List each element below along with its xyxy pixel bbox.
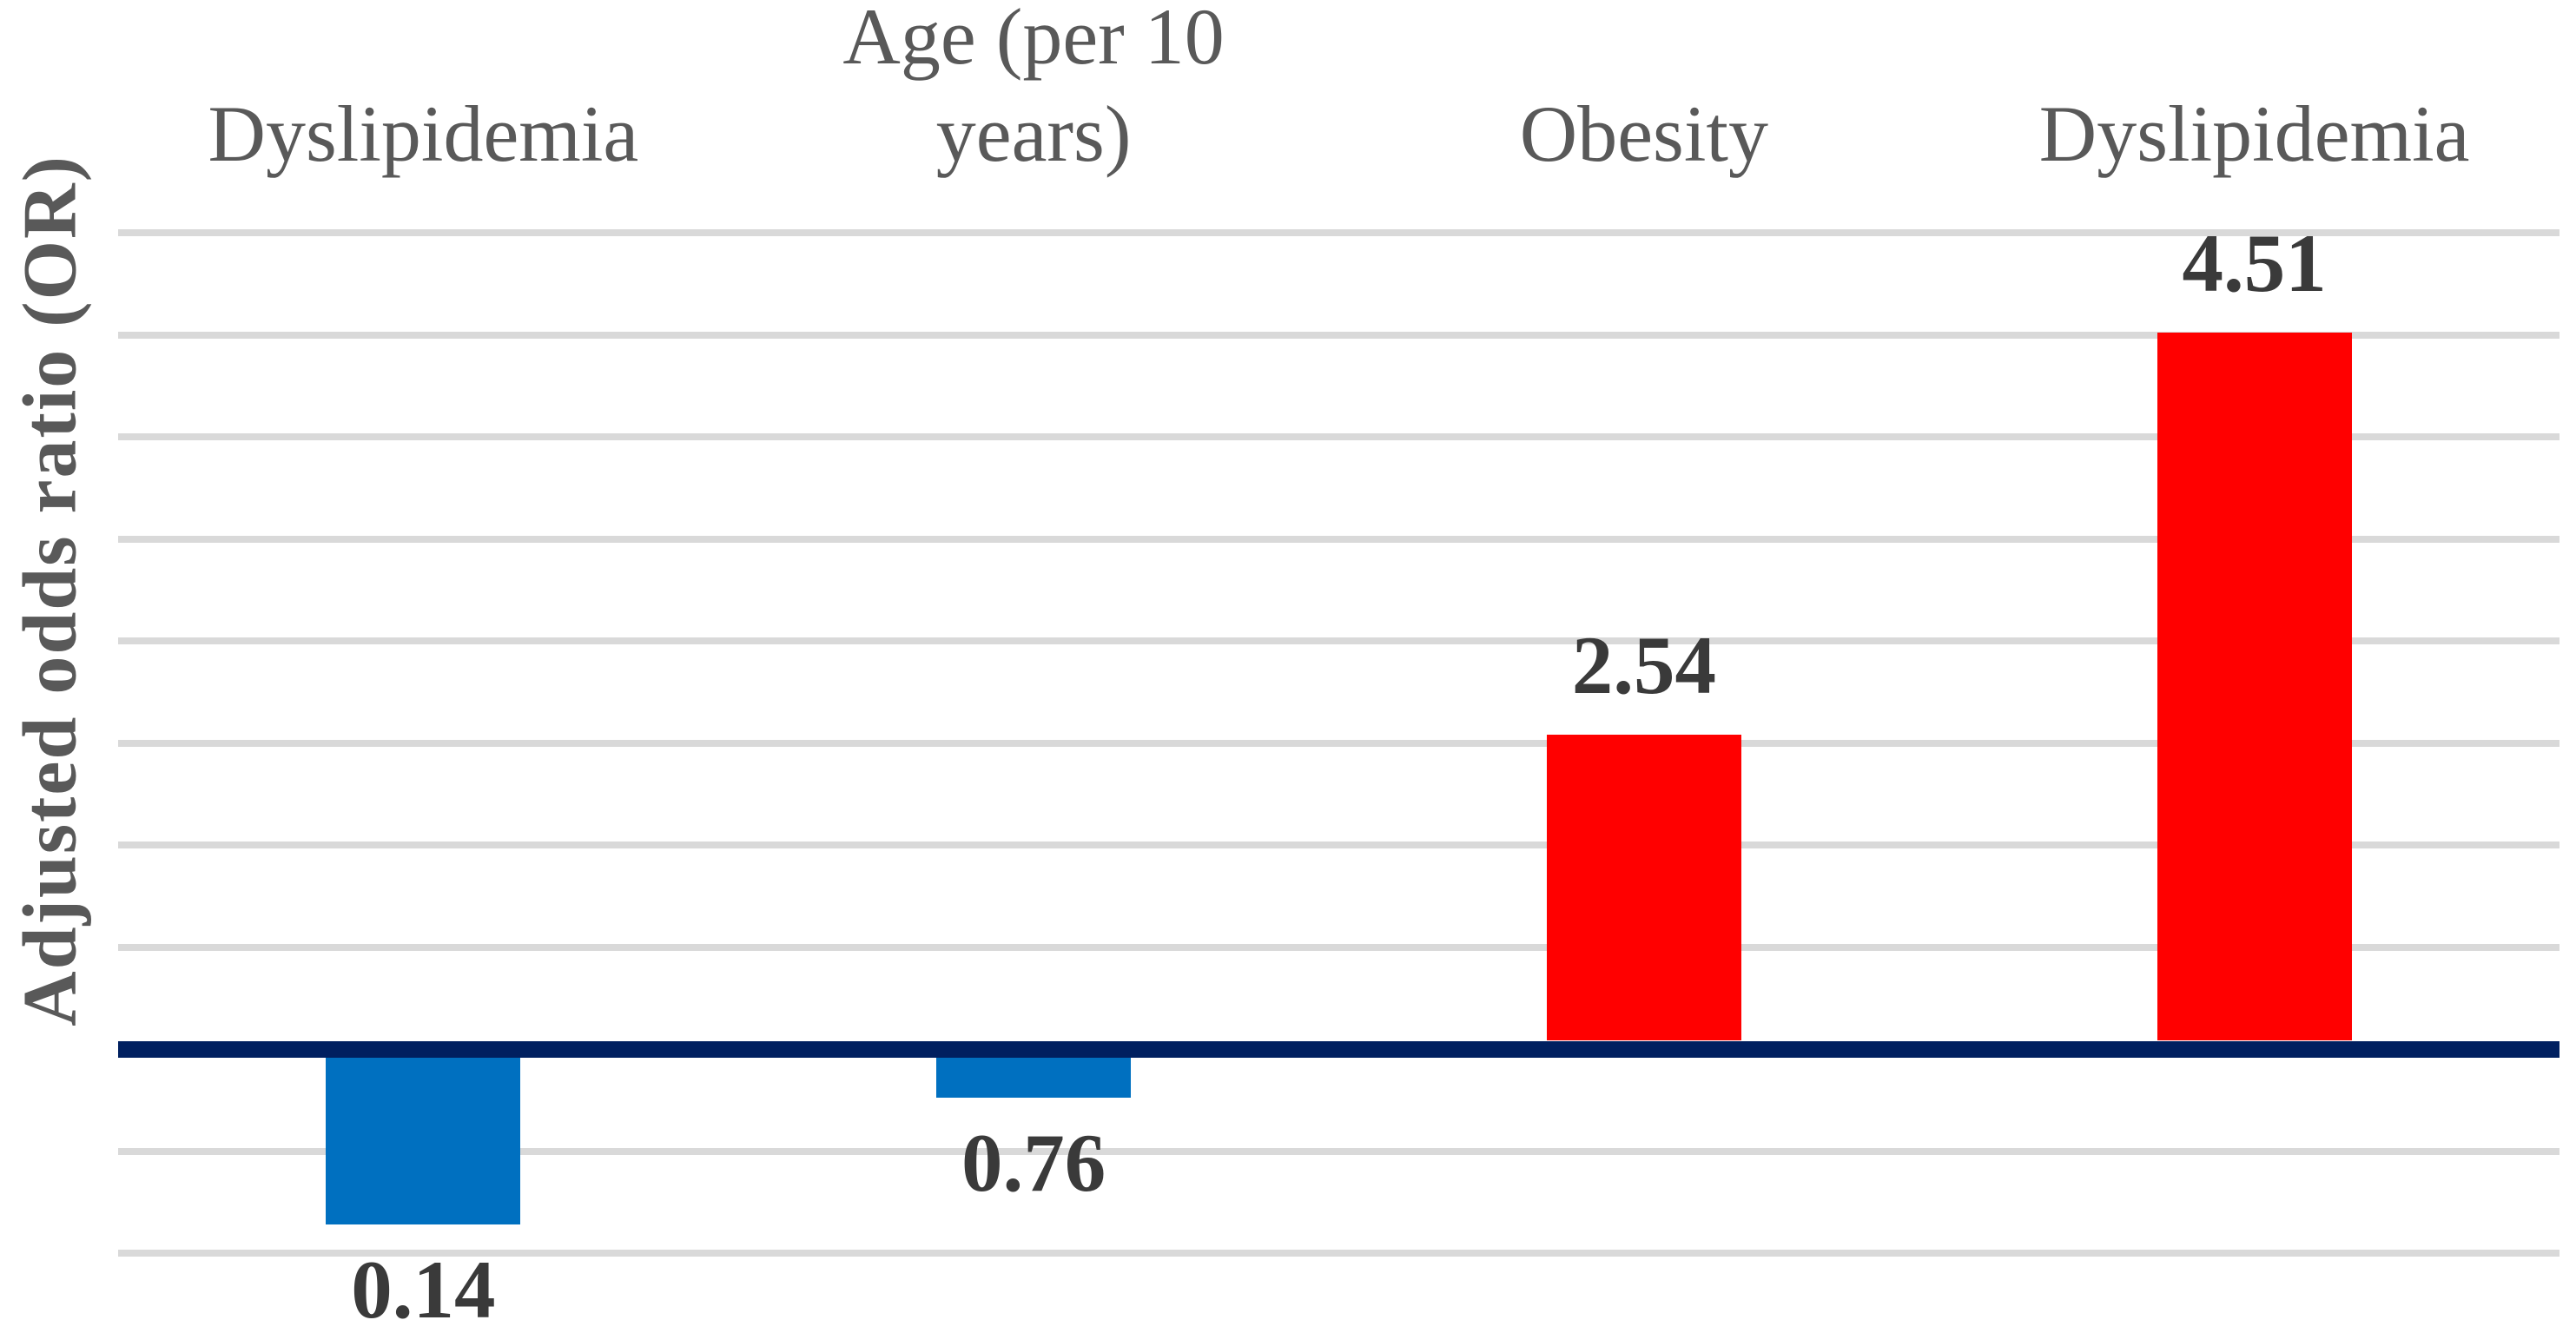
- category-label: Dyslipidemia: [2038, 89, 2470, 178]
- gridline: [118, 943, 2559, 951]
- bar: [326, 1057, 521, 1225]
- bar: [1546, 735, 1741, 1041]
- gridline: [118, 1250, 2559, 1257]
- gridline: [118, 229, 2559, 236]
- category-label: Obesity: [1519, 89, 1768, 178]
- y-axis-title: Adjusted odds ratio (OR): [8, 155, 93, 1026]
- data-label: 0.14: [351, 1244, 496, 1320]
- gridline: [118, 331, 2559, 339]
- data-label: 0.76: [961, 1117, 1106, 1210]
- gridline: [118, 433, 2559, 440]
- gridline: [118, 535, 2559, 543]
- bar: [2157, 333, 2352, 1041]
- gridline: [118, 739, 2559, 747]
- gridline: [118, 637, 2559, 644]
- gridline: [118, 842, 2559, 848]
- category-label: Dyslipidemia: [208, 89, 639, 178]
- gridline: [118, 1147, 2559, 1155]
- baseline-axis: [118, 1040, 2559, 1058]
- category-label: Age (per 10 years): [842, 0, 1225, 178]
- bar: [936, 1057, 1132, 1099]
- data-label: 2.54: [1571, 619, 1716, 712]
- data-label: 4.51: [2182, 217, 2327, 310]
